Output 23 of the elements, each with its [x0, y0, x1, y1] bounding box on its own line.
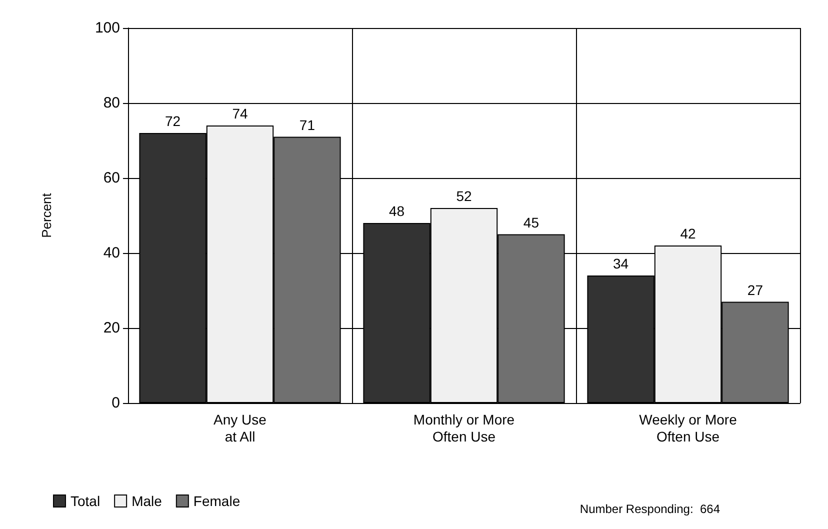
x-tick-label: Any Use at All: [214, 412, 267, 444]
legend-label: Total: [70, 493, 100, 509]
data-label: 48: [389, 203, 405, 219]
data-label: 74: [232, 106, 248, 122]
x-tick-label: Weekly or More Often Use: [639, 412, 738, 444]
data-label: 52: [456, 188, 472, 204]
legend-label: Female: [193, 493, 240, 509]
y-axis-title: Percent: [39, 192, 54, 238]
y-tick-label: 40: [103, 244, 120, 262]
data-label: 72: [165, 113, 181, 129]
data-label: 34: [613, 256, 629, 272]
legend-label: Male: [132, 493, 162, 509]
y-tick-label: 60: [103, 170, 120, 186]
x-tick-label: Monthly or More Often Use: [413, 412, 515, 444]
y-tick-label: 0: [112, 394, 120, 412]
data-label: 45: [523, 214, 540, 230]
data-label: 27: [747, 282, 764, 298]
text: Number Responding: 664: [580, 502, 720, 516]
data-label: 71: [299, 116, 316, 133]
data-label: 42: [680, 226, 696, 242]
y-tick-label: 80: [103, 94, 120, 112]
y-tick-label: 100: [94, 20, 120, 36]
y-tick-label: 20: [103, 320, 120, 336]
